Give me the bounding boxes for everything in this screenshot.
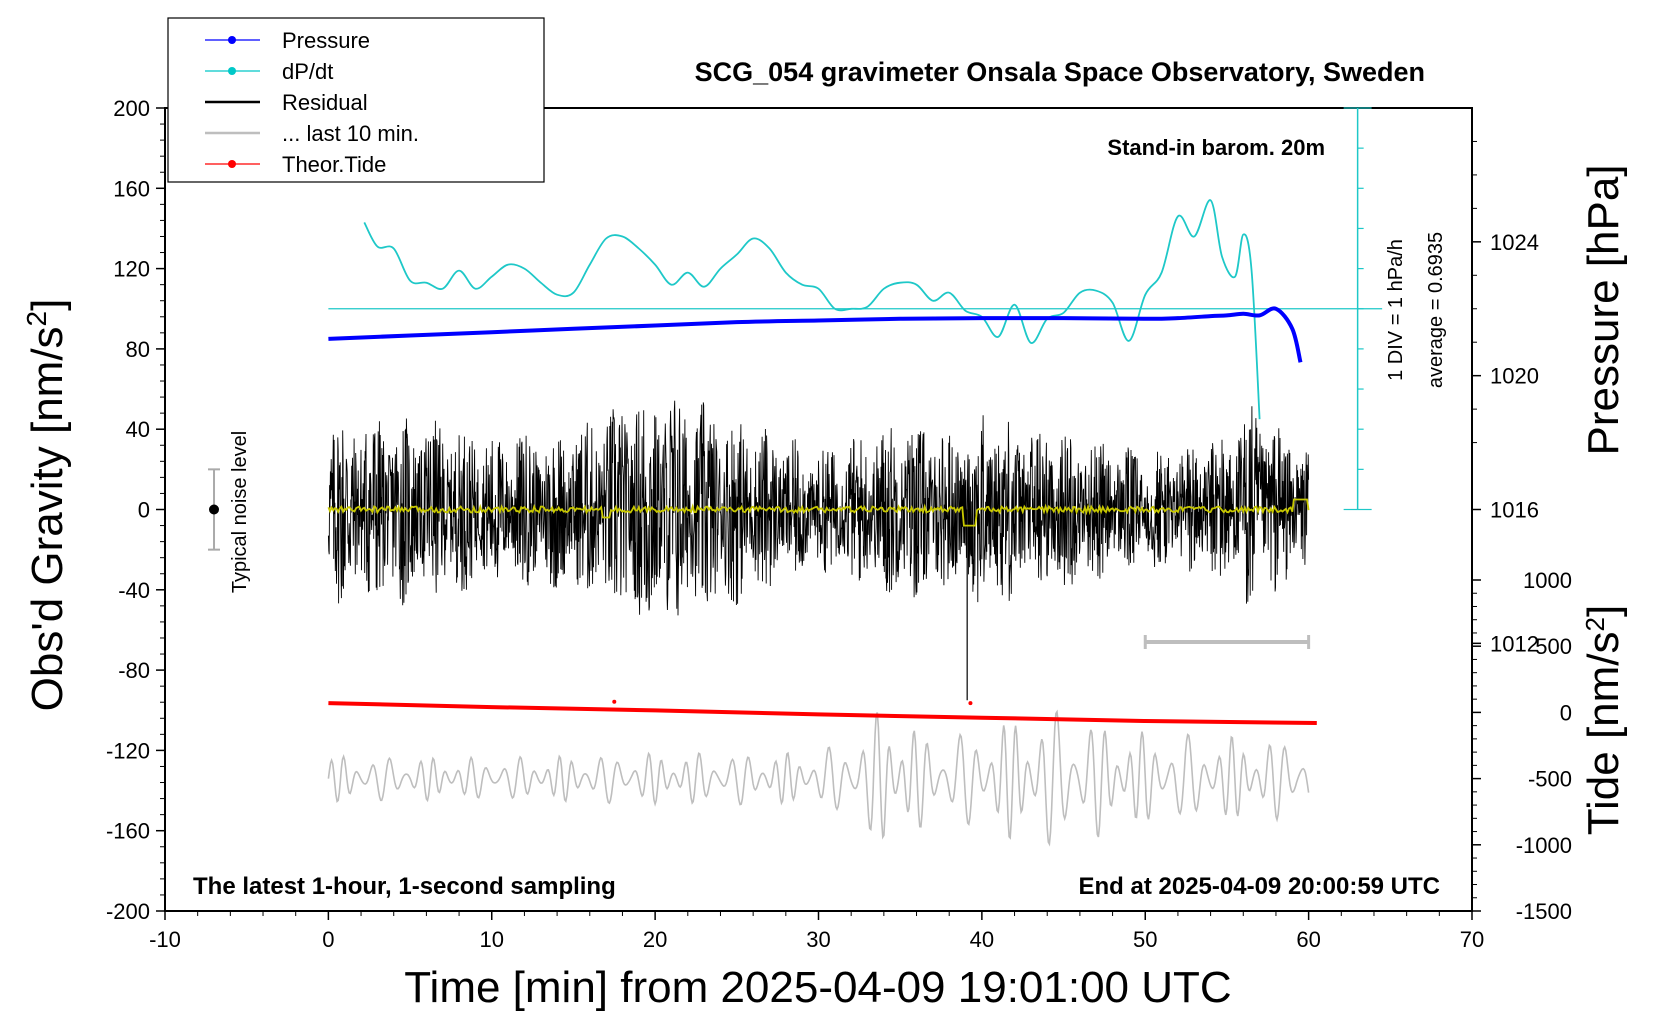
- x-tick-label: 40: [970, 927, 994, 952]
- y-axis-title-left: Obs'd Gravity [nm/s2]: [21, 299, 72, 712]
- legend-label: Pressure: [282, 28, 370, 53]
- y-axis-title-tide: Tide [nm/s2]: [1579, 605, 1628, 835]
- noise-level-label: Typical noise level: [229, 431, 251, 593]
- tide-tick-label: -1000: [1516, 833, 1572, 858]
- tide-tick-label: -1500: [1516, 899, 1572, 924]
- legend-label: Residual: [282, 90, 368, 115]
- legend-box: [167, 17, 545, 183]
- y-axis-title-tide-main: Tide [nm/s: [1579, 631, 1628, 835]
- average-label: average = 0.6935: [1425, 232, 1447, 388]
- y-tick-label: -200: [106, 899, 150, 924]
- y-axis-title-left-tail: ]: [23, 299, 72, 311]
- tide-tick-label: 0: [1560, 700, 1572, 725]
- x-axis-title: Time [min] from 2025-04-09 19:01:00 UTC: [404, 963, 1231, 1012]
- y-tick-label: -40: [118, 578, 150, 603]
- x-tick-label: 10: [480, 927, 504, 952]
- pressure-tick-label: 1016: [1490, 498, 1539, 523]
- tide-tick-label: -500: [1528, 767, 1572, 792]
- div-label: 1 DIV = 1 hPa/h: [1385, 239, 1407, 381]
- y-tick-label: 200: [113, 96, 150, 121]
- residual-series-line: [327, 400, 1310, 616]
- axis-ticks: -10 0 10 20 30 40 50 60 7020016012080400-40-80-1…: [106, 96, 1572, 952]
- last10-series-line: [327, 709, 1310, 847]
- x-tick-label: 50: [1133, 927, 1157, 952]
- stand-in-annotation: Stand-in barom. 20m: [1107, 135, 1325, 160]
- pressure-tick-label: 1020: [1490, 364, 1539, 389]
- tide-tick-label: 500: [1535, 634, 1572, 659]
- y-tick-label: 80: [126, 337, 150, 362]
- x-tick-label: 70: [1460, 927, 1484, 952]
- end-at-annotation: End at 2025-04-09 20:00:59 UTC: [1079, 873, 1441, 900]
- chart-title: SCG_054 gravimeter Onsala Space Observat…: [695, 57, 1425, 87]
- y-axis-title-left-sup: 2: [21, 311, 52, 327]
- y-tick-label: 120: [113, 257, 150, 282]
- y-tick-label: 40: [126, 417, 150, 442]
- latest-annotation: The latest 1-hour, 1-second sampling: [193, 873, 616, 900]
- y-axis-title-left-main: Obs'd Gravity [nm/s: [23, 326, 72, 711]
- tide-outlier-dot: [612, 699, 617, 704]
- series-layer: [208, 107, 1383, 847]
- y-axis-title-tide-tail: ]: [1579, 605, 1628, 617]
- y-tick-label: -160: [106, 819, 150, 844]
- tide-series-line: [328, 701, 1317, 725]
- pressure-tick-label: 1024: [1490, 230, 1539, 255]
- y-tick-label: 0: [138, 498, 150, 523]
- legend-swatch-dot: [228, 67, 236, 75]
- legend-swatch-dot: [228, 160, 236, 168]
- legend-label: ... last 10 min.: [282, 121, 419, 146]
- legend-swatch-dot: [228, 36, 236, 44]
- y-tick-label: -80: [118, 658, 150, 683]
- legend-label: dP/dt: [282, 59, 333, 84]
- x-tick-label: 0: [322, 927, 334, 952]
- x-tick-label: -10: [149, 927, 181, 952]
- legend: Pressure dP/dt Residual ... last 10 min. The…: [167, 17, 545, 183]
- tide-outlier-dot: [968, 701, 973, 706]
- legend-label: Theor.Tide: [282, 152, 386, 177]
- y-tick-label: 160: [113, 176, 150, 201]
- pressure-tick-label: 1012: [1490, 631, 1539, 656]
- x-tick-label: 20: [643, 927, 667, 952]
- dpdt-series-line: [363, 199, 1261, 420]
- y-axis-title-pressure: Pressure [hPa]: [1579, 164, 1628, 455]
- y-axis-title-tide-sup: 2: [1580, 617, 1610, 631]
- pressure-series-line: [328, 306, 1303, 363]
- tide-tick-label: 1000: [1523, 568, 1572, 593]
- x-tick-label: 60: [1296, 927, 1320, 952]
- noise-bar-dot: [209, 504, 220, 515]
- smoothed-residual-line: [327, 498, 1310, 527]
- y-tick-label: -120: [106, 738, 150, 763]
- x-tick-label: 30: [806, 927, 830, 952]
